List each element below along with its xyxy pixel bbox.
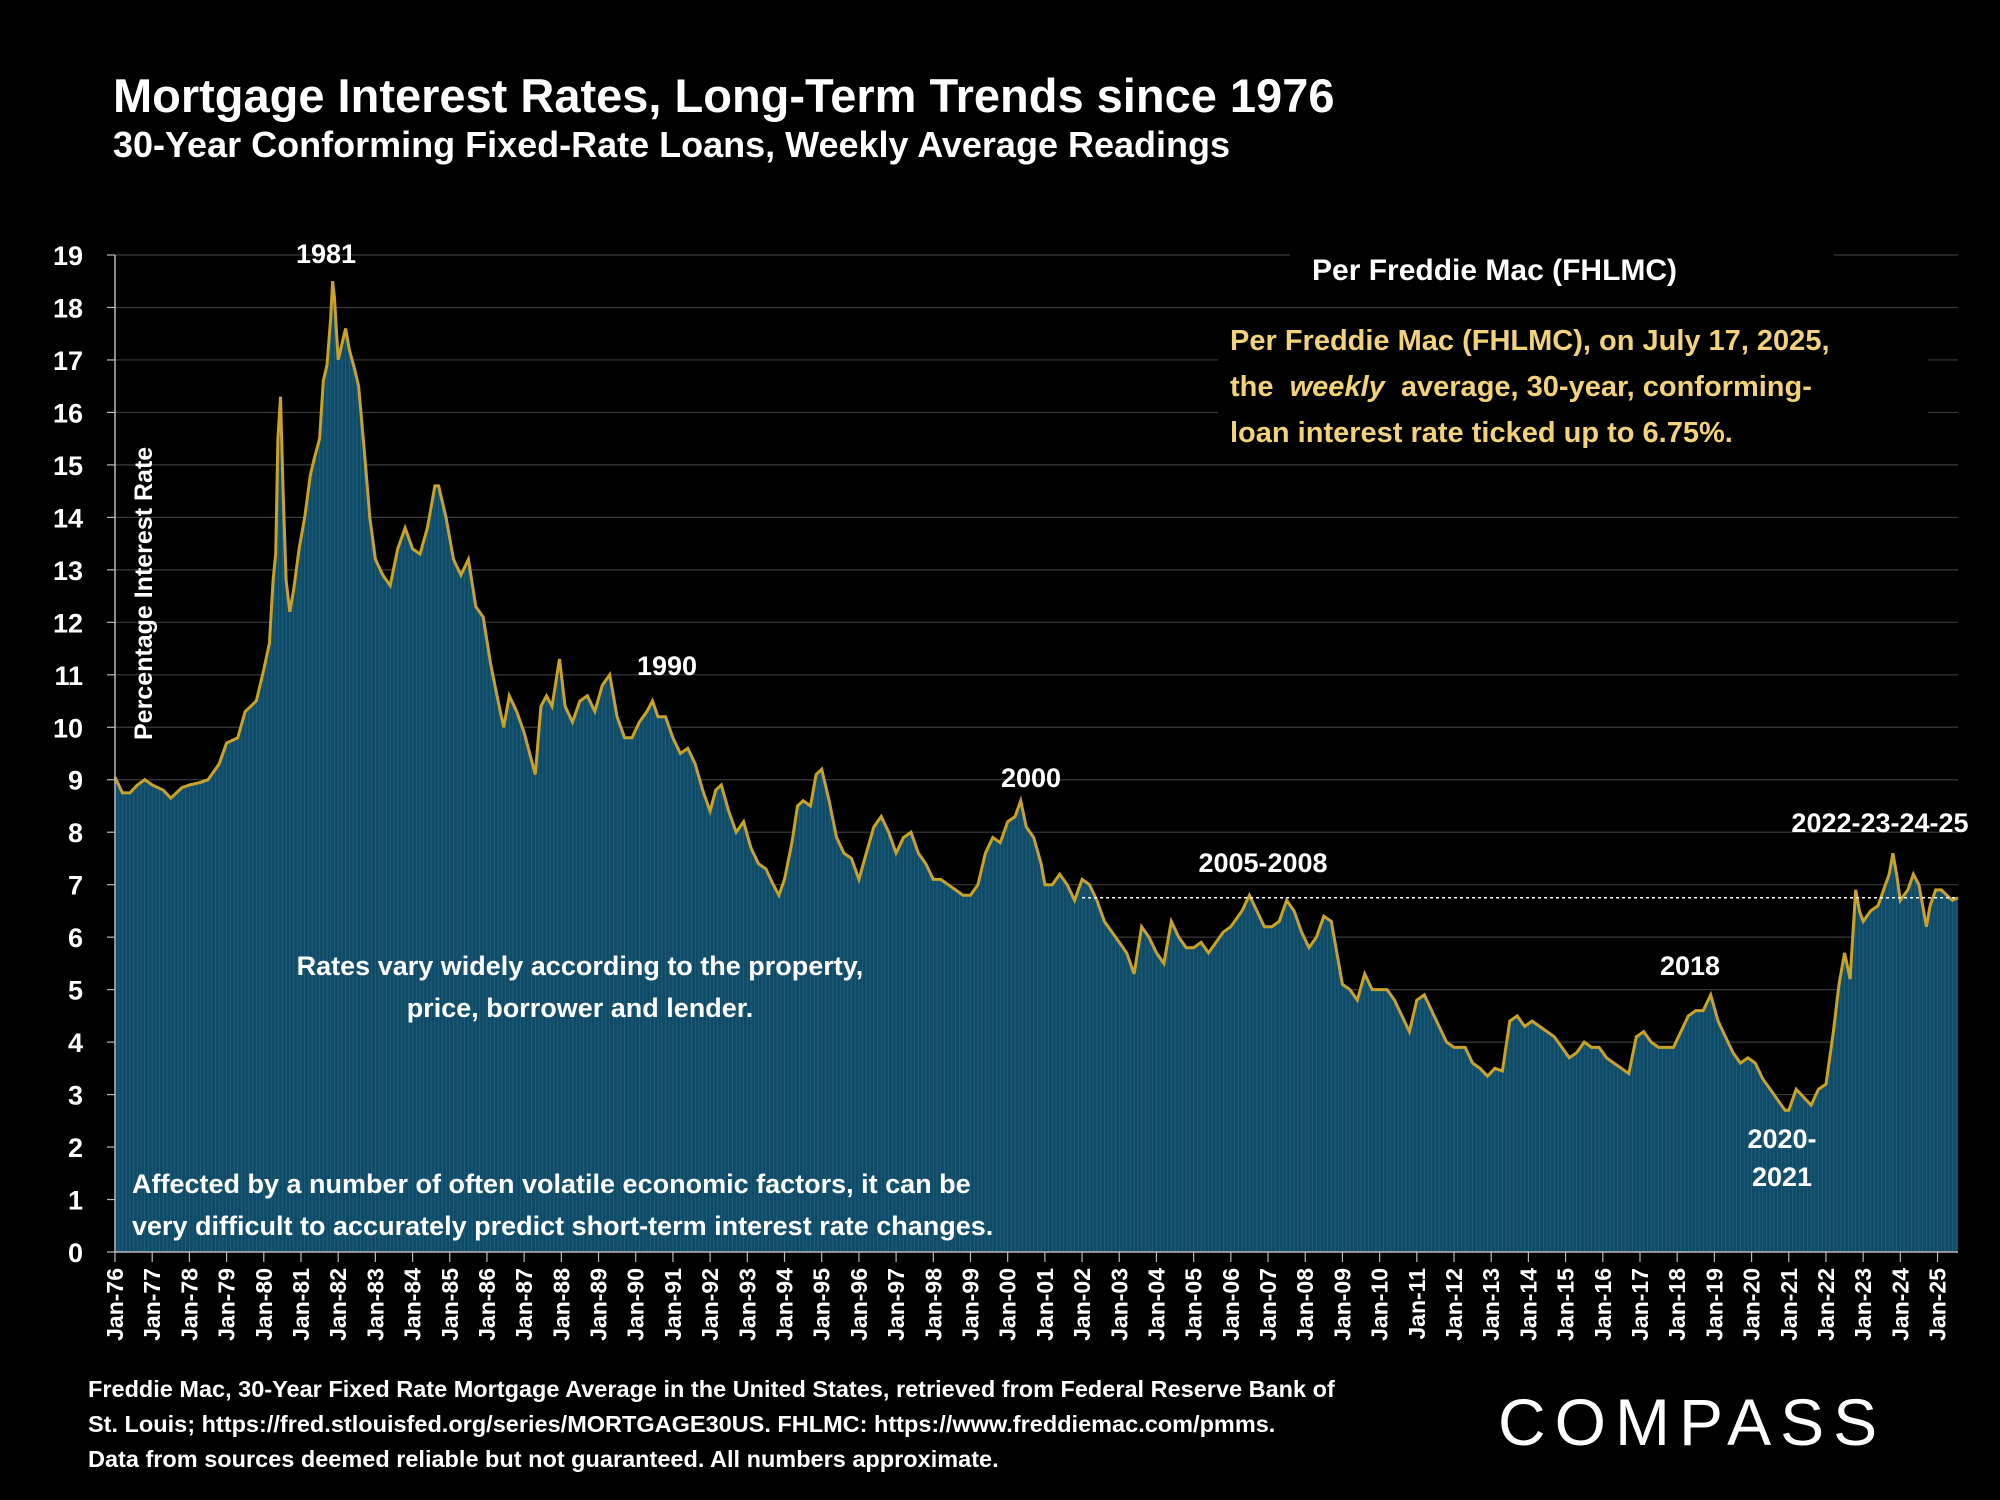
- x-tick-label: Jan-17: [1627, 1268, 1653, 1341]
- x-tick-label: Jan-04: [1143, 1268, 1169, 1341]
- x-tick-label: Jan-90: [623, 1268, 649, 1341]
- x-tick-label: Jan-99: [957, 1268, 983, 1341]
- y-tick-label: 10: [53, 713, 83, 743]
- x-tick-label: Jan-84: [400, 1268, 426, 1341]
- y-axis-label: Percentage Interest Rate: [130, 447, 158, 740]
- x-tick-label: Jan-22: [1813, 1268, 1839, 1341]
- y-tick-label: 19: [53, 241, 83, 271]
- x-tick-label: Jan-15: [1553, 1268, 1579, 1341]
- y-tick-label: 8: [68, 818, 83, 848]
- y-tick-label: 5: [68, 976, 83, 1006]
- inset-line-1: Per Freddie Mac (FHLMC), on July 17, 202…: [1230, 325, 1830, 357]
- annotation-2000: 2000: [1001, 763, 1061, 793]
- x-tick-label: Jan-02: [1069, 1268, 1095, 1341]
- x-tick-label: Jan-12: [1441, 1268, 1467, 1341]
- annotation-2021: 2021: [1752, 1162, 1812, 1192]
- x-tick-label: Jan-18: [1664, 1268, 1690, 1341]
- x-tick-label: Jan-76: [102, 1268, 128, 1341]
- x-tick-label: Jan-89: [586, 1268, 612, 1341]
- inset-line-2: the weekly average, 30-year, conforming-: [1230, 371, 1812, 403]
- rate-line: [113, 281, 1959, 1112]
- chart-subtitle: 30-Year Conforming Fixed-Rate Loans, Wee…: [113, 124, 1231, 165]
- x-tick-label: Jan-93: [734, 1268, 760, 1341]
- x-tick-label: Jan-24: [1887, 1268, 1913, 1341]
- y-tick-label: 7: [68, 871, 83, 901]
- x-tick-label: Jan-94: [772, 1268, 798, 1341]
- x-tick-label: Jan-25: [1925, 1268, 1951, 1341]
- x-tick-label: Jan-13: [1478, 1268, 1504, 1341]
- x-tick-label: Jan-81: [288, 1268, 314, 1341]
- y-tick-label: 12: [53, 608, 83, 638]
- x-tick-label: Jan-14: [1515, 1268, 1541, 1341]
- x-tick-label: Jan-80: [251, 1268, 277, 1341]
- weekly-bars: [114, 296, 1957, 1252]
- annotation-1990: 1990: [637, 651, 697, 681]
- x-tick-label: Jan-09: [1329, 1268, 1355, 1341]
- y-tick-label: 15: [53, 451, 83, 481]
- inset-line-3: loan interest rate ticked up to 6.75%.: [1230, 417, 1733, 449]
- x-tick-label: Jan-88: [548, 1268, 574, 1341]
- variation-note: Rates vary widely according to the prope…: [296, 951, 864, 1023]
- y-tick-label: 6: [68, 923, 83, 953]
- x-tick-label: Jan-78: [176, 1268, 202, 1341]
- x-tick-label: Jan-08: [1292, 1268, 1318, 1341]
- annotation-2022-2025: 2022-23-24-25: [1791, 808, 1968, 838]
- volatility-note: Affected by a number of often volatile e…: [132, 1169, 994, 1241]
- x-tick-label: Jan-03: [1106, 1268, 1132, 1341]
- inset-heading: Per Freddie Mac (FHLMC): [1290, 250, 1834, 292]
- x-tick-label: Jan-87: [511, 1268, 537, 1341]
- x-tick-label: Jan-20: [1739, 1268, 1765, 1341]
- x-tick-label: Jan-77: [139, 1268, 165, 1341]
- x-tick-label: Jan-16: [1590, 1268, 1616, 1341]
- x-tick-label: Jan-82: [325, 1268, 351, 1341]
- x-tick-label: Jan-79: [214, 1268, 240, 1341]
- chart-title: Mortgage Interest Rates, Long-Term Trend…: [113, 69, 1335, 122]
- x-tick-label: Jan-11: [1404, 1268, 1430, 1340]
- x-tick-label: Jan-23: [1850, 1268, 1876, 1341]
- x-tick-label: Jan-96: [846, 1268, 872, 1341]
- y-tick-label: 0: [68, 1238, 83, 1268]
- annotation-2020: 2020-: [1747, 1124, 1816, 1154]
- y-tick-label: 14: [53, 503, 83, 533]
- x-tick-label: Jan-85: [437, 1268, 463, 1341]
- compass-logo: COMPASS: [1498, 1385, 1887, 1459]
- footer-line-1: Freddie Mac, 30-Year Fixed Rate Mortgage…: [88, 1376, 1335, 1402]
- x-tick-label: Jan-98: [920, 1268, 946, 1341]
- annotation-2005-2008: 2005-2008: [1198, 848, 1327, 878]
- footer-line-3: Data from sources deemed reliable but no…: [88, 1446, 999, 1472]
- y-tick-label: 3: [68, 1081, 83, 1111]
- y-tick-label: 11: [54, 661, 83, 691]
- rate-area: [115, 281, 1958, 1252]
- x-tick-label: Jan-97: [883, 1268, 909, 1341]
- y-tick-label: 9: [68, 766, 83, 796]
- footer-line-2: St. Louis; https://fred.stlouisfed.org/s…: [88, 1411, 1276, 1437]
- x-tick-labels: Jan-76 Jan-77 Jan-78 Jan-79 Jan-80 Jan-81 Jan-…: [102, 1252, 1951, 1341]
- y-tick-label: 16: [53, 398, 83, 428]
- x-tick-label: Jan-06: [1218, 1268, 1244, 1341]
- x-tick-label: Jan-07: [1255, 1268, 1281, 1341]
- annotation-2018: 2018: [1660, 951, 1720, 981]
- y-tick-label: 4: [68, 1028, 83, 1058]
- x-tick-label: Jan-10: [1367, 1268, 1393, 1341]
- y-tick-label: 13: [53, 556, 83, 586]
- x-tick-label: Jan-00: [995, 1268, 1021, 1341]
- x-tick-label: Jan-05: [1181, 1268, 1207, 1341]
- latest-rate-note: Per Freddie Mac (FHLMC), on July 17, 202…: [1218, 310, 1928, 464]
- x-tick-label: Jan-21: [1776, 1268, 1802, 1341]
- y-tick-label: 2: [68, 1133, 83, 1163]
- x-tick-label: Jan-86: [474, 1268, 500, 1341]
- x-tick-label: Jan-95: [809, 1268, 835, 1341]
- x-tick-label: Jan-92: [697, 1268, 723, 1341]
- annotation-1981: 1981: [296, 239, 356, 269]
- x-tick-label: Jan-83: [362, 1268, 388, 1341]
- y-tick-label: 1: [68, 1186, 83, 1216]
- source-footer: Freddie Mac, 30-Year Fixed Rate Mortgage…: [88, 1372, 1458, 1477]
- x-tick-label: Jan-01: [1032, 1268, 1058, 1341]
- y-tick-label: 18: [53, 293, 83, 323]
- x-tick-label: Jan-91: [660, 1268, 686, 1341]
- y-tick-label: 17: [53, 346, 83, 376]
- x-tick-label: Jan-19: [1701, 1268, 1727, 1341]
